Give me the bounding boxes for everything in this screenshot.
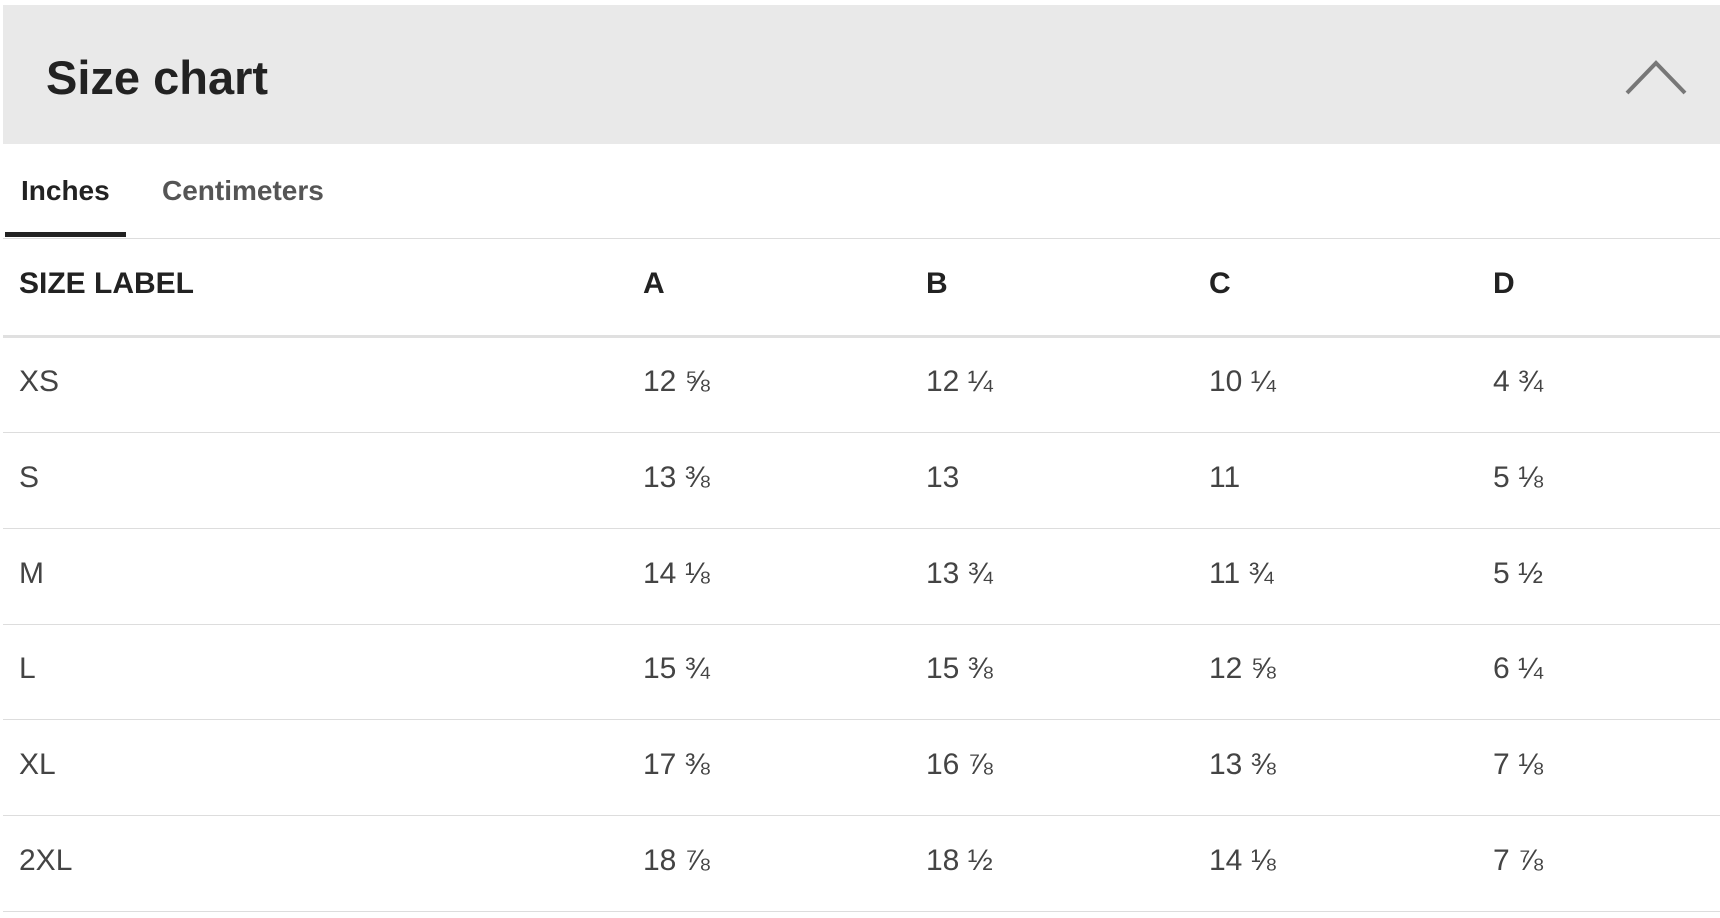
measurement: 18 ⅞ [643,844,710,877]
measurement: 12 ⅝ [1209,652,1276,686]
column-header: A [643,267,665,300]
row-divider [3,432,1720,433]
size-label: XS [19,365,60,398]
size-label: M [19,556,44,590]
row-divider [3,815,1720,816]
measurement: 5 ½ [1493,556,1544,590]
collapse-chevron[interactable] [1623,57,1689,101]
measurement: 7 ⅞ [1493,844,1544,877]
accordion-header[interactable]: Size chart [3,5,1720,144]
tab-divider [3,238,1720,239]
measurement: 13 ⅜ [1209,748,1276,782]
size-label: XL [19,748,56,782]
measurement: 7 ⅛ [1493,748,1544,782]
measurement: 15 ¾ [643,652,710,686]
size-label: L [19,652,36,686]
measurement: 14 ⅛ [643,556,710,590]
size-label: 2XL [19,844,73,877]
measurement: 5 ⅛ [1493,460,1544,494]
measurement: 14 ⅛ [1209,844,1276,877]
column-header: SIZE LABEL [19,267,195,300]
header-divider [3,335,1720,338]
measurement: 11 [1209,460,1241,494]
row-divider [3,528,1720,529]
tab[interactable]: Inches [21,175,110,206]
size-label: S [19,460,40,494]
measurement: 13 ¾ [926,556,993,590]
chevron-icon [1625,60,1687,95]
title: Size chart [46,51,269,104]
active-tab-indicator [5,232,126,237]
measurement: 18 ½ [926,844,993,877]
measurement: 12 ⅝ [643,365,710,398]
column-header: C [1209,267,1231,300]
measurement: 6 ¼ [1493,652,1544,686]
measurement: 17 ⅜ [643,748,710,782]
measurement: 15 ⅜ [926,652,993,686]
row-divider [3,719,1720,720]
measurement: 11 ¾ [1209,556,1274,590]
row-divider [3,911,1720,912]
column-header: B [926,267,948,300]
measurement: 12 ¼ [926,365,993,398]
tab[interactable]: Centimeters [162,175,324,206]
measurement: 10 ¼ [1209,365,1276,398]
measurement: 13 ⅜ [643,460,710,494]
measurement: 13 [926,460,960,494]
measurement: 4 ¾ [1493,365,1544,398]
measurement: 16 ⅞ [926,748,993,782]
row-divider [3,624,1720,625]
column-header: D [1493,267,1515,300]
